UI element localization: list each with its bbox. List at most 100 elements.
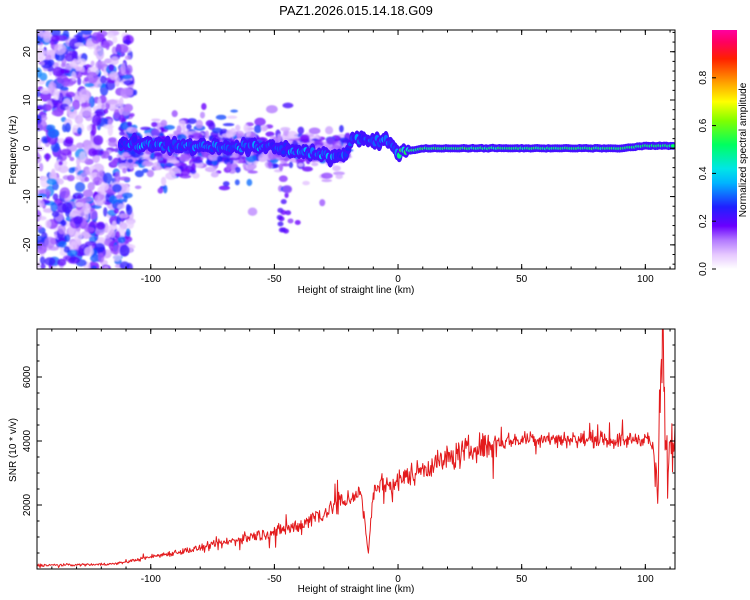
noise-blob <box>96 221 106 230</box>
noise-blob <box>97 252 105 263</box>
noise-blob <box>37 215 47 221</box>
noise-blob <box>119 244 130 257</box>
noise-blob <box>320 172 333 179</box>
noise-blob <box>60 148 72 156</box>
noise-blob <box>67 174 75 182</box>
noise-blob <box>38 162 44 172</box>
noise-blob <box>40 263 46 269</box>
noise-blob <box>321 179 333 183</box>
noise-blob <box>84 82 95 88</box>
noise-blob <box>82 189 94 198</box>
noise-blob <box>116 44 129 54</box>
noise-blob <box>297 162 304 167</box>
noise-blob <box>46 178 57 185</box>
noise-blob <box>83 140 89 147</box>
noise-blob <box>126 121 133 127</box>
noise-blob <box>285 210 292 216</box>
noise-blob <box>174 173 184 177</box>
noise-blob <box>160 119 168 127</box>
noise-blob <box>69 38 80 50</box>
noise-blob <box>121 192 133 199</box>
noise-blob <box>226 162 232 171</box>
noise-blob <box>126 126 137 134</box>
noise-blob <box>122 104 131 113</box>
noise-blob <box>50 34 60 43</box>
noise-blob <box>146 169 155 178</box>
noise-blob <box>121 74 133 80</box>
noise-blob <box>165 162 175 167</box>
noise-blob <box>37 199 45 208</box>
spectral-ridge <box>117 130 675 168</box>
noise-blob <box>91 149 104 156</box>
noise-blob <box>77 58 87 66</box>
noise-blob <box>133 89 138 96</box>
colorbar-tick-label: 0.2 <box>698 214 709 228</box>
noise-blob <box>75 201 84 208</box>
noise-blob <box>171 110 178 118</box>
y-tick-label: -20 <box>22 237 33 252</box>
noise-blob <box>95 48 105 61</box>
noise-blob <box>124 55 131 61</box>
noise-blob <box>37 47 44 53</box>
noise-blob <box>64 122 71 133</box>
noise-blob <box>300 134 310 144</box>
noise-blob <box>163 124 176 130</box>
noise-blob <box>58 240 67 248</box>
noise-blob <box>282 102 294 109</box>
noise-blob <box>222 122 235 127</box>
noise-blob <box>210 171 219 178</box>
y-tick-label: 2000 <box>22 493 33 516</box>
noise-blob <box>295 158 306 163</box>
noise-blob <box>101 104 106 110</box>
noise-blob <box>84 226 95 233</box>
x-tick-label: -100 <box>141 274 161 285</box>
y-tick-label: 0 <box>22 145 33 151</box>
noise-blob <box>204 130 210 139</box>
noise-blob <box>280 126 291 132</box>
noise-blob <box>163 184 168 194</box>
noise-blob <box>234 166 241 173</box>
noise-blob <box>73 215 83 225</box>
noise-blob <box>45 153 50 162</box>
noise-blob <box>111 159 118 166</box>
noise-blob <box>187 118 197 124</box>
noise-blob <box>93 41 103 52</box>
noise-blob <box>68 256 81 264</box>
noise-blob <box>335 174 343 180</box>
noise-blob <box>120 62 126 75</box>
noise-blob <box>114 171 121 184</box>
noise-blob <box>77 127 83 135</box>
noise-blob <box>47 59 55 67</box>
noise-blob <box>102 172 113 184</box>
colorbar-gradient <box>712 30 737 269</box>
noise-blob <box>80 102 91 108</box>
noise-blob <box>112 35 118 44</box>
noise-blob <box>278 175 288 183</box>
noise-blob <box>72 99 81 110</box>
spectrogram-plot-area <box>37 30 675 269</box>
noise-blob <box>108 140 118 148</box>
noise-blob <box>266 105 278 114</box>
noise-blob <box>127 158 134 164</box>
noise-blob <box>94 194 106 206</box>
y-tick-label: 4000 <box>22 429 33 452</box>
noise-blob <box>39 72 48 82</box>
noise-blob <box>62 201 73 214</box>
noise-blob <box>79 151 87 163</box>
noise-blob <box>119 131 125 136</box>
noise-blob <box>65 106 74 111</box>
noise-blob <box>122 39 132 45</box>
noise-blob <box>74 181 86 193</box>
noise-blob <box>118 176 131 181</box>
noise-blob <box>59 187 71 199</box>
spectrogram-x-label: Height of straight line (km) <box>298 285 415 296</box>
noise-blob <box>125 228 131 237</box>
colorbar-tick-label: 0.4 <box>698 166 709 180</box>
colorbar: 0.0 0.2 0.4 0.6 0.8 Normalized spectral ampl… <box>698 30 749 276</box>
noise-blob <box>125 203 131 212</box>
noise-blob <box>44 257 56 266</box>
noise-blob <box>284 192 289 199</box>
colorbar-label: Normalized spectral amplitude <box>738 82 749 217</box>
noise-blob <box>119 261 130 269</box>
noise-blob <box>54 43 66 55</box>
